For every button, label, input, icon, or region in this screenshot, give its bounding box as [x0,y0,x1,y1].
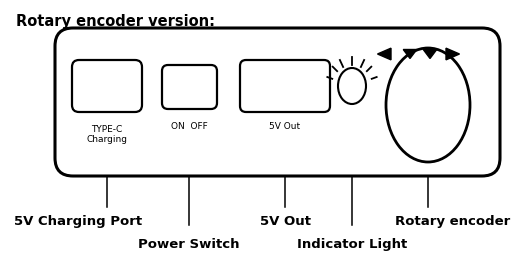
Text: ON  OFF: ON OFF [171,122,208,131]
Polygon shape [403,49,417,58]
FancyBboxPatch shape [240,60,330,112]
Text: Rotary encoder version:: Rotary encoder version: [16,14,215,29]
Polygon shape [446,48,460,60]
Text: Power Switch: Power Switch [138,238,240,251]
Text: TYPE-C
Charging: TYPE-C Charging [86,125,127,144]
Polygon shape [377,48,391,60]
FancyBboxPatch shape [72,60,142,112]
Text: 5V Out: 5V Out [259,215,311,228]
Text: Indicator Light: Indicator Light [297,238,407,251]
Text: 5V Charging Port: 5V Charging Port [14,215,142,228]
Polygon shape [423,49,436,58]
FancyBboxPatch shape [162,65,217,109]
Text: Rotary encoder: Rotary encoder [395,215,510,228]
Text: 5V Out: 5V Out [269,122,301,131]
Ellipse shape [338,68,366,104]
FancyBboxPatch shape [55,28,500,176]
Ellipse shape [386,48,470,162]
